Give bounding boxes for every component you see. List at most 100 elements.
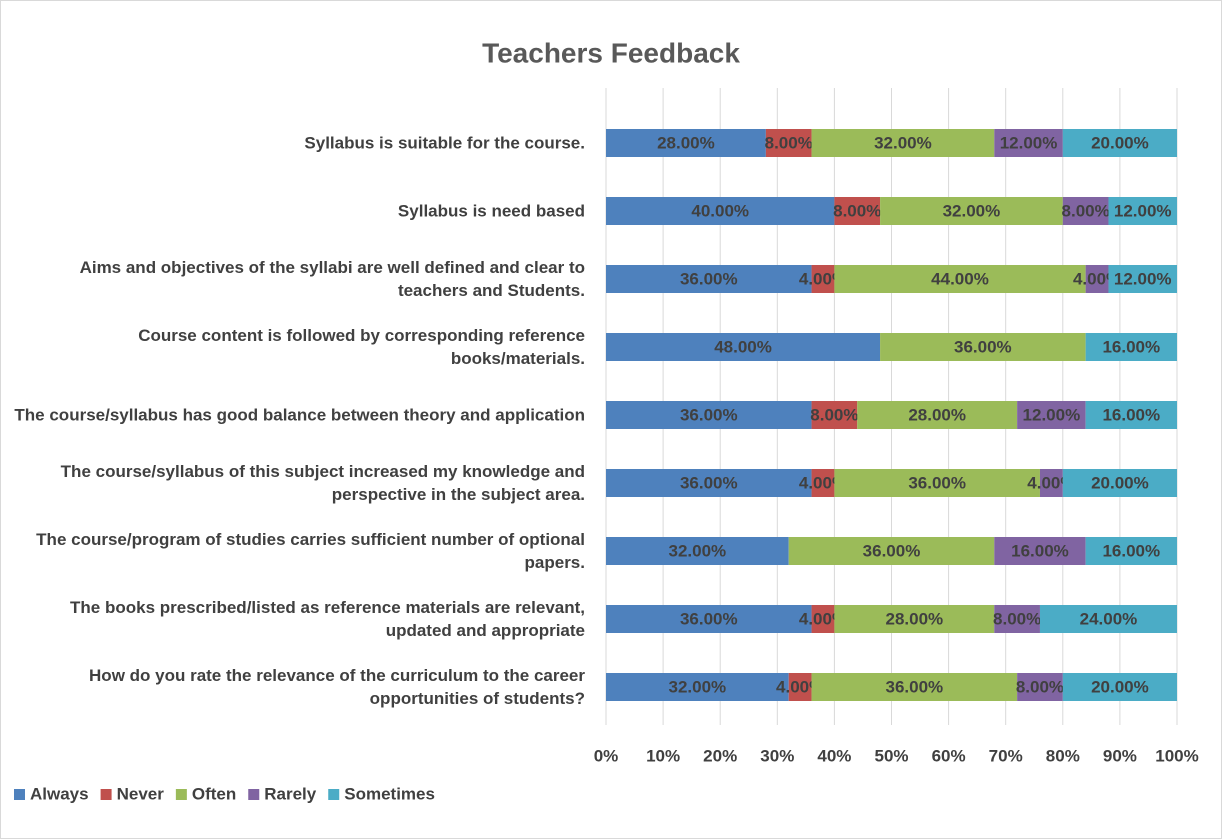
data-label: 28.00%	[657, 133, 715, 152]
legend-label: Rarely	[264, 784, 317, 803]
bar-segment	[1062, 129, 1177, 157]
data-label: 8.00%	[810, 405, 858, 424]
data-label: 44.00%	[931, 269, 989, 288]
category-label: The course/program of studies carries su…	[36, 530, 585, 572]
bar-segment	[880, 197, 1063, 225]
data-label: 32.00%	[874, 133, 932, 152]
data-label: 36.00%	[954, 337, 1012, 356]
legend-swatch	[100, 789, 112, 800]
bar-segment	[1085, 401, 1177, 429]
legend-swatch	[248, 789, 260, 800]
data-label: 20.00%	[1091, 473, 1149, 492]
bar-segment	[1062, 673, 1177, 701]
bar-segment	[1017, 401, 1086, 429]
data-label: 20.00%	[1091, 677, 1149, 696]
x-tick-label: 20%	[703, 746, 737, 765]
data-label: 16.00%	[1102, 541, 1160, 560]
data-label: 36.00%	[863, 541, 921, 560]
data-label: 8.00%	[833, 201, 881, 220]
x-tick-label: 80%	[1046, 746, 1080, 765]
legend-swatch	[175, 789, 187, 800]
x-tick-label: 60%	[932, 746, 966, 765]
category-label: The course/syllabus of this subject incr…	[60, 462, 585, 504]
legend-label: Always	[30, 784, 89, 803]
data-label: 8.00%	[765, 133, 813, 152]
bar-segment	[811, 265, 835, 293]
data-label: 48.00%	[714, 337, 772, 356]
bar-segment	[1039, 469, 1063, 497]
data-label: 32.00%	[943, 201, 1001, 220]
x-tick-label: 100%	[1155, 746, 1198, 765]
bar-segment	[606, 673, 789, 701]
x-tick-label: 40%	[817, 746, 851, 765]
bar-segment	[880, 333, 1086, 361]
bar-segment	[606, 333, 881, 361]
data-label: 12.00%	[1023, 405, 1081, 424]
x-tick-label: 90%	[1103, 746, 1137, 765]
data-label: 40.00%	[691, 201, 749, 220]
data-label: 32.00%	[669, 677, 727, 696]
bar-segment	[834, 469, 1040, 497]
legend-label: Never	[117, 784, 165, 803]
bar-segment	[788, 673, 812, 701]
bar-segment	[857, 401, 1018, 429]
data-label: 28.00%	[886, 609, 944, 628]
legend-label: Sometimes	[344, 784, 435, 803]
category-label: The books prescribed/listed as reference…	[70, 598, 585, 640]
bar-segment	[1085, 333, 1177, 361]
data-label: 36.00%	[680, 269, 738, 288]
bar-segment	[606, 537, 789, 565]
bar-segment	[811, 469, 835, 497]
legend-swatch	[328, 789, 340, 800]
data-label: 12.00%	[1114, 269, 1172, 288]
bar-segment	[834, 197, 881, 225]
data-label: 32.00%	[669, 541, 727, 560]
category-label: Aims and objectives of the syllabi are w…	[79, 258, 585, 300]
bar-segment	[1062, 469, 1177, 497]
bar-segment	[606, 265, 812, 293]
bar-segment	[1108, 265, 1177, 293]
bar-segment	[606, 469, 812, 497]
data-label: 12.00%	[1114, 201, 1172, 220]
bar-segment	[1085, 537, 1177, 565]
bar-segment	[606, 129, 766, 157]
bar-segment	[1039, 605, 1177, 633]
data-label: 16.00%	[1102, 405, 1160, 424]
category-label: How do you rate the relevance of the cur…	[89, 666, 585, 708]
x-tick-label: 50%	[874, 746, 908, 765]
category-label: Syllabus is need based	[397, 201, 585, 221]
data-label: 16.00%	[1011, 541, 1069, 560]
data-label: 20.00%	[1091, 133, 1149, 152]
bar-segment	[994, 129, 1063, 157]
data-label: 8.00%	[1016, 677, 1064, 696]
data-label: 8.00%	[1062, 201, 1110, 220]
bar-segment	[606, 197, 835, 225]
data-label: 8.00%	[993, 609, 1041, 628]
bar-segment	[994, 537, 1086, 565]
data-label: 24.00%	[1080, 609, 1138, 628]
bar-segment	[1085, 265, 1109, 293]
bar-segment	[834, 605, 995, 633]
bar-segment	[765, 129, 812, 157]
category-label: Course content is followed by correspond…	[138, 326, 585, 368]
x-tick-label: 30%	[760, 746, 794, 765]
category-label: The course/syllabus has good balance bet…	[14, 405, 585, 425]
category-label: Syllabus is suitable for the course.	[304, 133, 585, 153]
data-label: 28.00%	[908, 405, 966, 424]
data-label: 16.00%	[1102, 337, 1160, 356]
data-label: 36.00%	[680, 473, 738, 492]
bar-segment	[606, 401, 812, 429]
bar-segment	[811, 129, 995, 157]
bar-segment	[994, 605, 1040, 633]
data-label: 36.00%	[680, 405, 738, 424]
x-tick-label: 70%	[989, 746, 1023, 765]
bar-segment	[811, 401, 858, 429]
data-label: 12.00%	[1000, 133, 1058, 152]
x-tick-label: 0%	[594, 746, 619, 765]
bar-segment	[811, 605, 835, 633]
chart-title: Teachers Feedback	[482, 37, 740, 68]
x-tick-label: 10%	[646, 746, 680, 765]
bar-segment	[811, 673, 1018, 701]
